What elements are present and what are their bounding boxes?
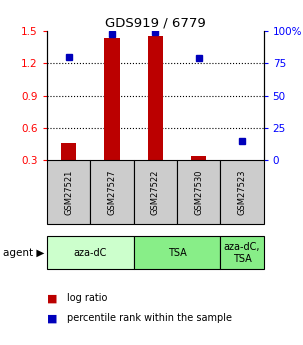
Bar bbox=[90, 160, 134, 224]
Text: agent ▶: agent ▶ bbox=[3, 248, 45, 258]
Bar bbox=[220, 160, 264, 224]
Bar bbox=[61, 143, 76, 160]
Bar bbox=[191, 156, 206, 160]
Bar bbox=[104, 38, 120, 160]
Title: GDS919 / 6779: GDS919 / 6779 bbox=[105, 17, 206, 30]
Text: aza-dC: aza-dC bbox=[74, 248, 107, 258]
Text: ■: ■ bbox=[47, 314, 58, 323]
Text: percentile rank within the sample: percentile rank within the sample bbox=[67, 314, 232, 323]
Bar bbox=[47, 236, 134, 269]
Text: GSM27522: GSM27522 bbox=[151, 170, 160, 215]
Bar bbox=[148, 37, 163, 160]
Bar bbox=[220, 236, 264, 269]
Text: ■: ■ bbox=[47, 294, 58, 303]
Text: GSM27527: GSM27527 bbox=[108, 170, 116, 215]
Bar bbox=[177, 160, 220, 224]
Text: aza-dC,
TSA: aza-dC, TSA bbox=[224, 242, 260, 264]
Bar bbox=[134, 236, 220, 269]
Text: GSM27523: GSM27523 bbox=[238, 170, 246, 215]
Bar bbox=[47, 160, 90, 224]
Bar bbox=[134, 160, 177, 224]
Text: log ratio: log ratio bbox=[67, 294, 107, 303]
Text: GSM27530: GSM27530 bbox=[194, 170, 203, 215]
Text: GSM27521: GSM27521 bbox=[64, 170, 73, 215]
Text: TSA: TSA bbox=[168, 248, 186, 258]
